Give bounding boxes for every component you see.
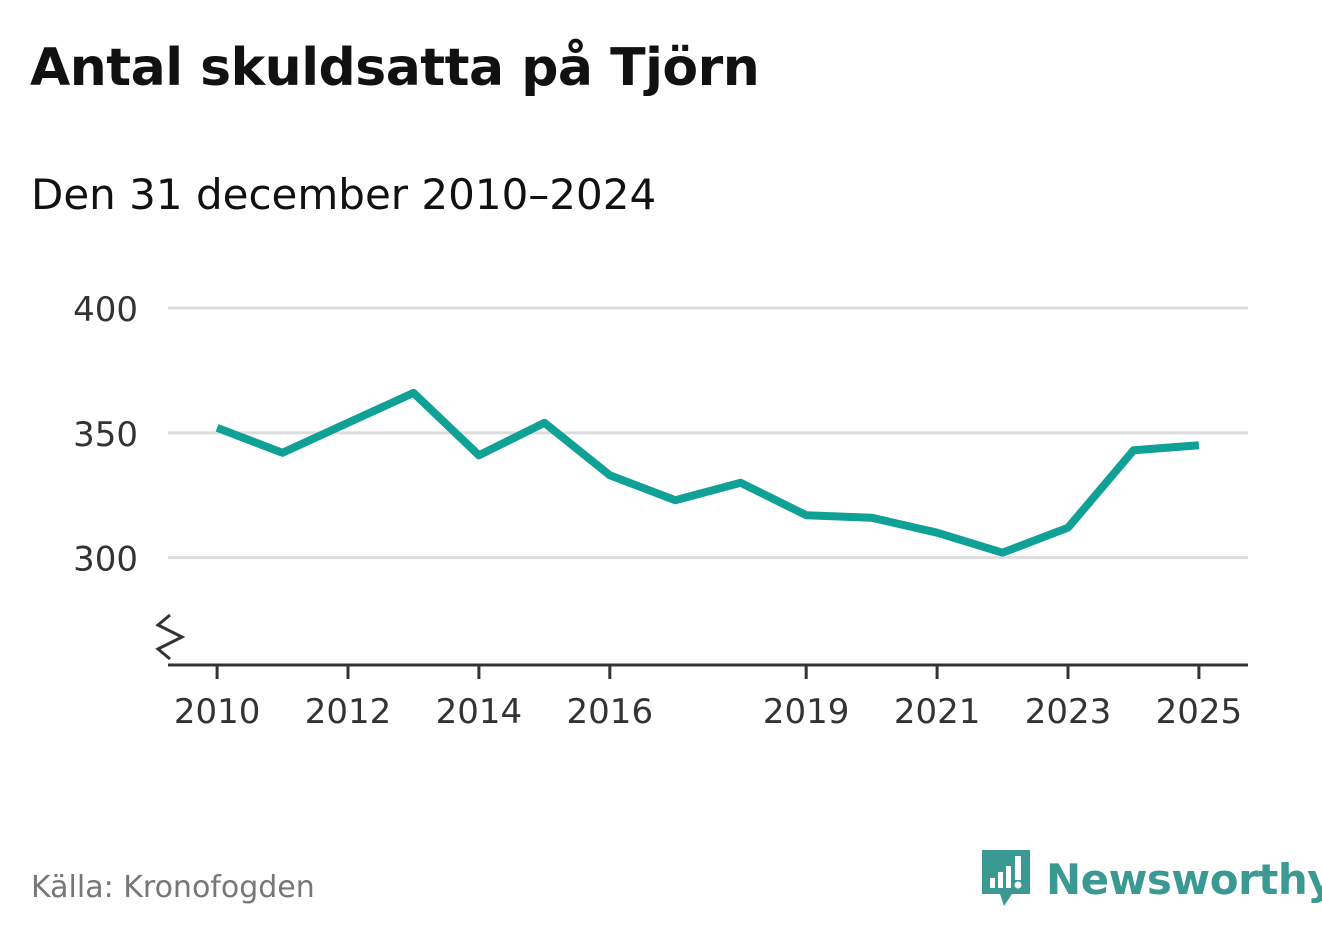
y-tick-label-400: 400: [73, 290, 138, 330]
data-point-2023: [1064, 524, 1072, 532]
data-point-2019: [802, 511, 810, 519]
chart-title: Antal skuldsatta på Tjörn: [30, 38, 760, 98]
series-line-group: [213, 388, 1203, 557]
series-line: [215, 388, 1200, 557]
y-tick-label-300: 300: [73, 540, 138, 580]
x-tick-label-2019: 2019: [763, 692, 850, 732]
x-axis: [155, 613, 1248, 679]
y-tick-label-350: 350: [73, 415, 138, 455]
x-tick-label-2010: 2010: [174, 692, 261, 732]
y-tick-labels: 300 350 400: [73, 290, 138, 580]
newsworthy-logo-icon: [982, 850, 1030, 906]
data-point-2020: [868, 514, 876, 522]
x-tick-label-2012: 2012: [305, 692, 392, 732]
x-tick-label-2016: 2016: [567, 692, 654, 732]
data-point-2017: [671, 496, 679, 504]
data-point-2021: [933, 529, 941, 537]
data-point-2013: [409, 389, 417, 397]
data-point-2010: [213, 424, 221, 432]
x-tick-label-2014: 2014: [436, 692, 523, 732]
x-tick-labels: 2010 2012 2014 2016 2019 2021 2023 2025: [174, 692, 1242, 732]
data-point-2025: [1195, 441, 1203, 449]
grid-lines: [168, 306, 1248, 560]
x-tick-label-2025: 2025: [1156, 692, 1243, 732]
chart-subtitle: Den 31 december 2010–2024: [31, 170, 657, 219]
newsworthy-brand-text: Newsworthy: [1046, 854, 1322, 904]
data-point-2022: [999, 549, 1007, 557]
data-point-2024: [1129, 446, 1137, 454]
data-point-2018: [737, 479, 745, 487]
data-point-2011: [279, 449, 287, 457]
x-tick-label-2021: 2021: [894, 692, 981, 732]
data-point-2012: [344, 419, 352, 427]
data-point-2014: [475, 451, 483, 459]
data-point-2016: [606, 471, 614, 479]
newsworthy-logo: Newsworthy: [980, 848, 1322, 910]
axis-break-icon: [155, 613, 186, 661]
x-tick-label-2023: 2023: [1025, 692, 1112, 732]
source-note: Källa: Kronofogden: [31, 870, 315, 905]
data-point-2015: [540, 419, 548, 427]
